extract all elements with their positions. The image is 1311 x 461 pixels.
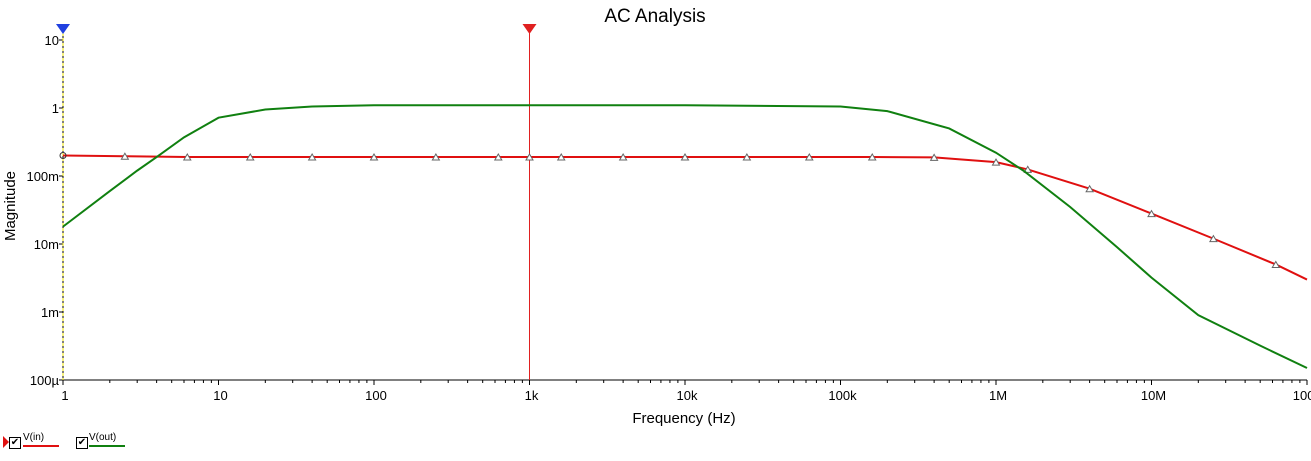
data-point-marker [556, 153, 566, 161]
data-point-marker [1271, 260, 1281, 268]
y-tick-label: 10m [34, 237, 59, 252]
data-point-marker [742, 153, 752, 161]
x-axis-label: Frequency (Hz) [632, 410, 735, 427]
x-tick-label: 1M [989, 388, 1007, 403]
x-tick-label: 10M [1141, 388, 1166, 403]
y-axis-label: Magnitude [2, 171, 19, 241]
x-tick-label: 100k [828, 388, 857, 403]
data-point-marker [991, 158, 1001, 166]
data-point-marker [680, 153, 690, 161]
cursor-handle-icon [522, 24, 537, 34]
x-tick-label: 1 [61, 388, 68, 403]
plot-area[interactable] [56, 24, 1308, 380]
cursor-handle-icon [56, 24, 70, 34]
legend-item-vout[interactable]: ✔ V(out) [75, 432, 145, 454]
y-tick-label: 1m [41, 305, 59, 320]
data-point-marker [1209, 234, 1218, 243]
x-tick-label: 10k [677, 388, 698, 403]
ac-analysis-chart: AC Analysis Magnitude Frequency (Hz) 1 10… [2, 6, 1311, 427]
series-line-vin [62, 154, 1308, 281]
data-point-marker [245, 153, 255, 161]
series-line-vout [62, 104, 1308, 369]
data-point-marker [182, 153, 192, 161]
x-tick-label: 100M [1293, 388, 1311, 403]
legend-line-vin [23, 445, 59, 447]
data-point-marker [120, 152, 130, 160]
data-point-marker [1147, 209, 1156, 218]
y-tick-label: 100µ [30, 373, 60, 388]
chart-title: AC Analysis [604, 6, 705, 27]
legend-selected-marker-icon [3, 436, 9, 448]
y-tick-label: 1 [52, 101, 59, 116]
x-tick-label: 100 [365, 388, 387, 403]
data-point-marker [1023, 165, 1033, 173]
data-point-marker [1085, 184, 1094, 193]
data-point-marker [618, 153, 628, 161]
x-tick-label: 10 [213, 388, 227, 403]
plot-axes: 1 10 100 1k 10k 100k 1M 10M 100M 100µ 1m 10m 100m 1 10 [26, 28, 1311, 403]
legend-line-vout [89, 445, 125, 447]
data-point-marker [867, 153, 877, 161]
y-tick-label: 100m [26, 169, 59, 184]
checkbox-vin[interactable]: ✔ [9, 437, 21, 449]
data-point-marker [493, 153, 503, 161]
data-point-marker [929, 153, 939, 161]
checkbox-vout[interactable]: ✔ [76, 437, 88, 449]
legend: ✔ V(in) ✔ V(out) [0, 432, 200, 456]
y-tick-label: 10 [45, 33, 59, 48]
data-point-marker [804, 153, 814, 161]
legend-label-vout: V(out) [89, 432, 117, 443]
data-point-start [59, 152, 67, 160]
data-point-marker [525, 153, 534, 161]
data-point-marker [307, 153, 317, 161]
legend-item-vin[interactable]: ✔ V(in) [0, 432, 70, 454]
legend-label-vin: V(in) [23, 432, 45, 443]
data-point-marker [369, 153, 379, 161]
data-point-marker [431, 153, 441, 161]
x-tick-label: 1k [525, 388, 539, 403]
